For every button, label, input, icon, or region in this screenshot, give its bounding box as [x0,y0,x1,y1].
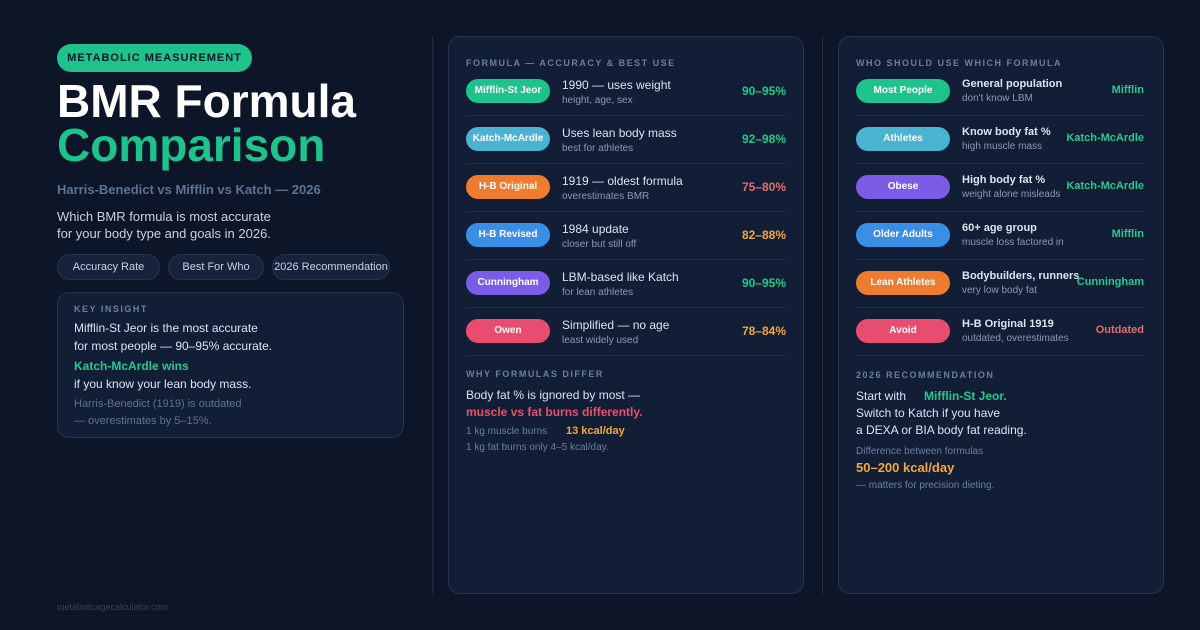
text: Mifflin-St Jeor is the most accurate [74,321,258,335]
row-title: General population [962,78,1063,90]
title: BMR Formula [57,75,356,127]
subtitle: Harris-Benedict vs Mifflin vs Katch — 20… [57,182,321,197]
group-pill: Older Adults [856,223,950,247]
row-title: LBM-based like Katch [562,270,679,284]
value: 50–200 kcal/day [856,460,955,475]
formula: Katch-McArdle [1066,180,1144,192]
row-sub: least widely used [562,335,639,346]
heading: 2026 RECOMMENDATION [856,370,995,380]
separator [856,307,1144,308]
insight-card [57,292,404,438]
separator [466,163,786,164]
tab[interactable]: Accuracy Rate [57,254,160,280]
text: Switch to Katch if you have [856,406,1001,420]
tab[interactable]: Best For Who [168,254,264,280]
row-title: 1990 — uses weight [562,78,671,92]
who-card [838,36,1164,594]
accuracy: 90–95% [741,276,786,290]
badge: METABOLIC MEASUREMENT [57,44,252,72]
row-sub: very low body fat [962,285,1038,296]
text: Start with [856,389,907,403]
separator [466,259,786,260]
heading: WHO SHOULD USE WHICH FORMULA [856,58,1062,68]
group-pill: Lean Athletes [856,271,950,295]
text: 1 kg fat burns only 4–5 kcal/day. [466,442,609,453]
text: Difference between formulas [856,446,984,457]
note: Harris-Benedict (1919) is outdated [74,398,242,410]
row-sub: outdated, overestimates [962,333,1069,344]
text: for most people — 90–95% accurate. [74,339,273,353]
highlight: Katch-McArdle wins [74,359,189,373]
row-sub: height, age, sex [562,95,633,106]
formula: Katch-McArdle [1066,132,1144,144]
row-sub: overestimates BMR [562,191,650,202]
formula-pill: H-B Original [466,175,550,199]
row-title: Know body fat % [962,126,1051,138]
separator [466,307,786,308]
group-pill: Obese [856,175,950,199]
group-pill: Avoid [856,319,950,343]
divider [432,36,433,594]
row-title: H-B Original 1919 [962,318,1054,330]
title: Comparison [57,119,326,171]
separator [856,163,1144,164]
separator [856,259,1144,260]
label: KEY INSIGHT [74,304,148,314]
separator [856,355,1144,356]
formula: Mifflin [1111,228,1144,240]
description: Which BMR formula is most accurate [57,209,271,224]
accuracy: 75–80% [741,180,786,194]
separator [856,211,1144,212]
formula: Mifflin [1111,84,1144,96]
row-sub: muscle loss factored in [962,237,1064,248]
accuracy: 90–95% [741,84,786,98]
highlight: Mifflin-St Jeor. [924,389,1007,403]
text: Body fat % is ignored by most — [466,388,641,402]
formula-card [448,36,804,594]
text: a DEXA or BIA body fat reading. [856,423,1027,437]
heading: WHY FORMULAS DIFFER [466,369,604,379]
value: 13 kcal/day [566,425,625,437]
group-pill: Most People [856,79,950,103]
row-sub: don't know LBM [962,93,1033,104]
highlight: muscle vs fat burns differently. [466,405,643,419]
formula: Outdated [1095,324,1144,336]
description: for your body type and goals in 2026. [57,226,271,241]
footer: metabolicagecalculator.com [57,602,169,612]
text: — matters for precision dieting. [856,480,995,491]
note: — overestimates by 5–15%. [74,415,212,427]
formula: Cunningham [1076,276,1144,288]
row-sub: weight alone misleads [962,189,1061,200]
row-title: 1984 update [562,222,629,236]
text: if you know your lean body mass. [74,377,252,391]
accuracy: 78–84% [741,324,786,338]
formula-pill: Mifflin-St Jeor [466,79,550,103]
row-title: 60+ age group [962,222,1037,234]
row-title: High body fat % [962,174,1046,186]
formula-pill: H-B Revised [466,223,550,247]
accuracy: 82–88% [741,228,786,242]
tab[interactable]: 2026 Recommendation [272,254,390,280]
separator [466,211,786,212]
row-title: Bodybuilders, runners [962,270,1080,282]
separator [466,355,786,356]
formula-pill: Katch-McArdle [466,127,550,151]
separator [466,115,786,116]
row-title: 1919 — oldest formula [562,174,683,188]
row-sub: best for athletes [562,143,634,154]
formula-pill: Owen [466,319,550,343]
heading: FORMULA — ACCURACY & BEST USE [466,58,676,68]
group-pill: Athletes [856,127,950,151]
row-sub: closer but still off [562,239,637,250]
accuracy: 92–98% [741,132,786,146]
row-title: Uses lean body mass [562,126,677,140]
divider [822,36,823,594]
formula-pill: Cunningham [466,271,550,295]
row-sub: high muscle mass [962,141,1043,152]
separator [856,115,1144,116]
row-title: Simplified — no age [562,318,670,332]
row-sub: for lean athletes [562,287,634,298]
text: 1 kg muscle burns [466,426,548,437]
